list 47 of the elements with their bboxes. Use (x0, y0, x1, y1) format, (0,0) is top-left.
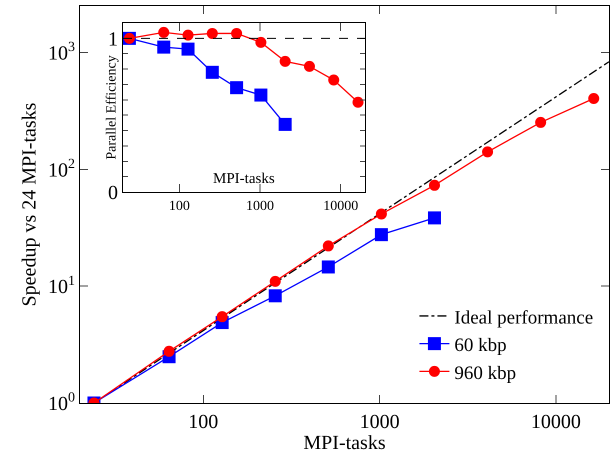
point (588, 92, 600, 104)
point (322, 260, 335, 274)
x-tick-label: 100 (188, 411, 218, 433)
point (352, 96, 364, 108)
point (304, 60, 315, 72)
point (182, 30, 194, 41)
x-tick-label: 1000 (246, 198, 274, 214)
point (255, 36, 266, 48)
legend-label: 60 kbp (454, 335, 507, 356)
y-tick-label: 10$^{1}$ (48, 274, 75, 298)
x-tick-label: 100 (168, 198, 190, 214)
y-tick-label: 0 (108, 182, 118, 204)
point (216, 311, 228, 322)
point (268, 289, 282, 302)
point (374, 228, 388, 242)
point (376, 208, 387, 220)
point (535, 116, 546, 128)
point (206, 66, 219, 79)
y-tick-label: 10$^{2}$ (48, 156, 75, 182)
point (164, 346, 175, 357)
x-axis-title: MPI-tasks (303, 432, 386, 454)
point (322, 240, 334, 252)
point (157, 40, 170, 54)
y-axis-title: Speedup vs 24 MPI-tasks (18, 102, 40, 306)
point (278, 118, 292, 131)
point (428, 211, 441, 224)
y-tick-label: 10$^{3}$ (48, 40, 75, 64)
y-tick-label: 10$^{0}$ (48, 390, 75, 415)
x-axis-title: MPI-tasks (213, 171, 275, 187)
point (230, 81, 244, 94)
legend-label: 960 kbp (454, 362, 516, 384)
x-tick-label: 10000 (530, 411, 581, 433)
y-tick-label: 1 (108, 28, 118, 50)
point (280, 56, 291, 67)
point (182, 42, 195, 56)
point (482, 146, 494, 158)
point (231, 28, 242, 39)
point (428, 180, 440, 191)
x-tick-label: 1000 (360, 411, 400, 433)
y-axis-title: Parallel Efficiency (104, 55, 120, 160)
legend-label: Ideal performance (454, 307, 594, 328)
x-tick-label: 10000 (323, 198, 358, 214)
point (158, 26, 170, 38)
point (254, 88, 268, 102)
point (206, 28, 218, 39)
point (328, 74, 340, 86)
point (270, 276, 281, 287)
